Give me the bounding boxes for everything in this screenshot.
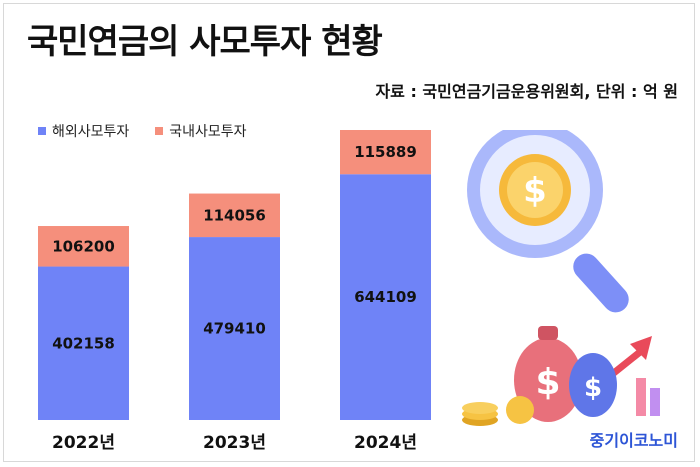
bar-mini-icon [636,378,660,416]
brand-logo: 중기이코노미 [589,431,678,450]
finance-illustration-icon: $ $ $ [462,130,660,426]
legend-item-domestic: 국내사모투자 [155,121,247,141]
data-label-domestic-2: 114056 [203,206,266,224]
bar-domestic-1 [38,226,129,267]
source-note: 자료 : 국민연금기금운용위원회, 단위 : 억 원 [375,82,678,101]
chart-frame [3,3,695,462]
legend-swatch-overseas [38,127,46,135]
svg-text:$: $ [523,171,547,211]
bar-overseas-2 [189,237,280,420]
coin-stack-icon [462,396,534,426]
legend: 해외사모투자 국내사모투자 [38,121,247,141]
legend-label-overseas: 해외사모투자 [52,124,130,140]
chart-title: 국민연금의 사모투자 현황 [27,22,383,62]
legend-item-overseas: 해외사모투자 [38,121,129,141]
data-label-domestic-3: 115889 [354,143,417,161]
svg-text:$: $ [584,373,602,403]
bar-domestic-3 [340,130,431,175]
bar-domestic-2 [189,193,280,238]
bar-overseas-1 [38,266,129,420]
money-bag-icon: $ $ [514,326,617,422]
legend-label-domestic: 국내사모투자 [169,124,247,140]
x-tick-label-2: 2023년 [203,433,266,453]
svg-text:$: $ [535,362,560,403]
x-tick-label-3: 2024년 [354,433,417,453]
data-label-domestic-1: 106200 [52,237,115,255]
data-label-overseas-1: 402158 [52,334,115,352]
x-tick-label-1: 2022년 [52,433,115,453]
magnifier-dollar-coin-icon: $ [467,130,629,313]
bar-overseas-3 [340,174,431,420]
legend-swatch-domestic [155,127,164,135]
data-label-overseas-3: 644109 [354,288,417,306]
data-label-overseas-2: 479410 [203,320,266,338]
